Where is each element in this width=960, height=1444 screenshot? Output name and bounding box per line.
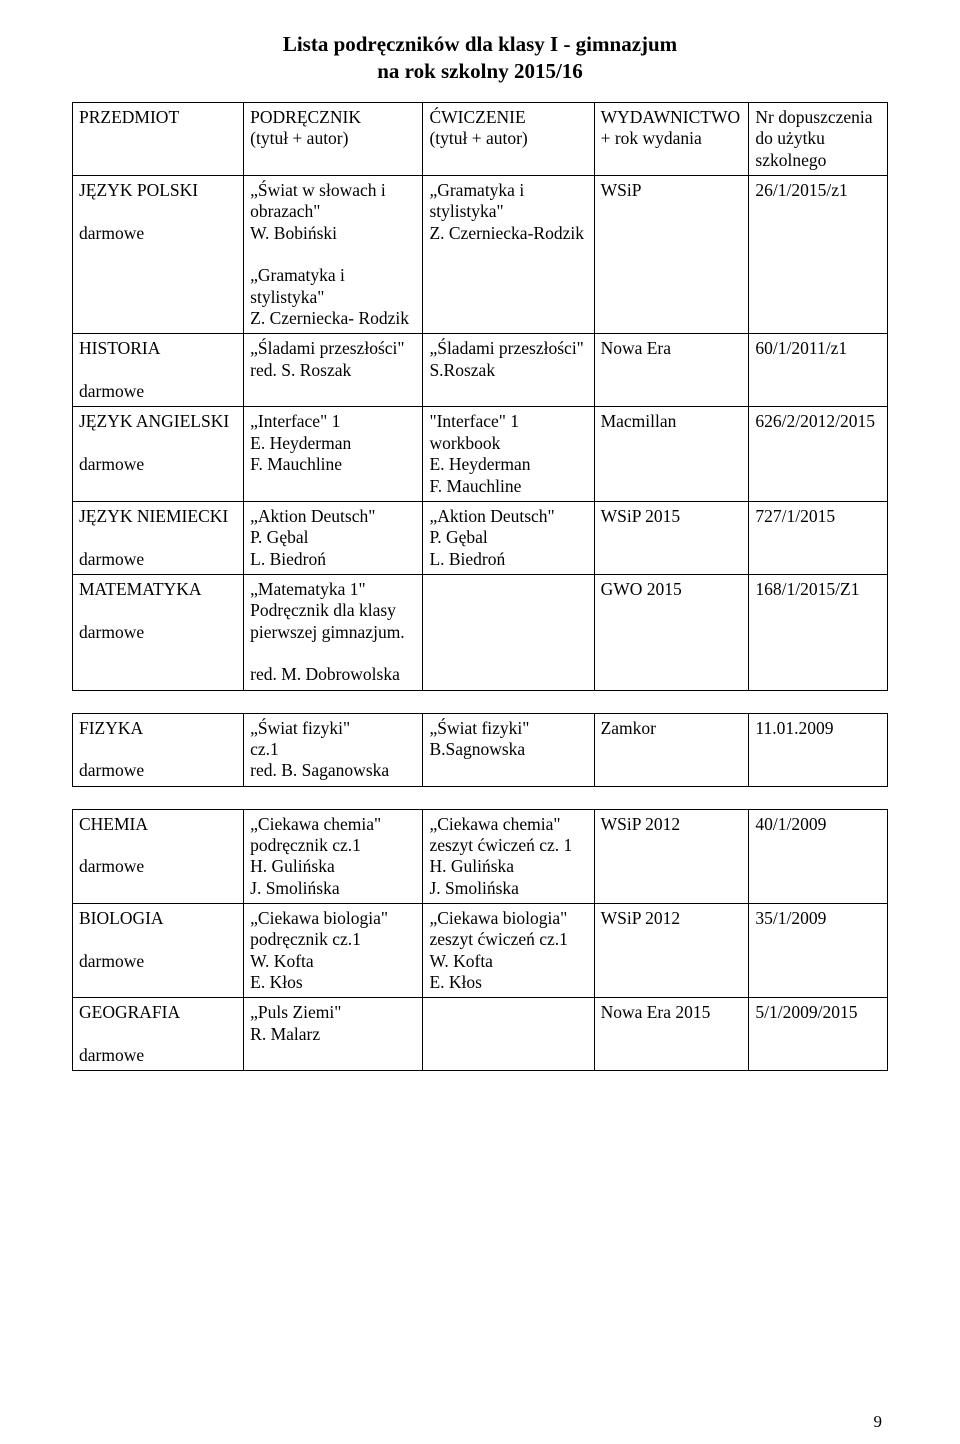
cell-approval: 168/1/2015/Z1 <box>749 574 888 690</box>
cell-approval: 11.01.2009 <box>749 713 888 786</box>
cell-approval: 26/1/2015/z1 <box>749 176 888 334</box>
table-row: JĘZYK NIEMIECKIdarmowe „Aktion Deutsch"P… <box>73 501 888 574</box>
table-row: JĘZYK POLSKIdarmowe „Świat w słowach i o… <box>73 176 888 334</box>
cell-workbook: "Interface" 1 workbookE. HeydermanF. Mau… <box>423 407 594 501</box>
cell-textbook: „Interface" 1E. HeydermanF. Mauchline <box>244 407 423 501</box>
cell-approval: 35/1/2009 <box>749 904 888 998</box>
cell-subject: GEOGRAFIAdarmowe <box>73 998 244 1071</box>
table-row: GEOGRAFIAdarmowe „Puls Ziemi"R. Malarz N… <box>73 998 888 1071</box>
table-row: HISTORIAdarmowe „Śladami przeszłości"red… <box>73 334 888 407</box>
cell-publisher: WSiP 2012 <box>594 809 749 903</box>
page-number: 9 <box>874 1412 883 1432</box>
cell-publisher: Nowa Era 2015 <box>594 998 749 1071</box>
table-row: JĘZYK ANGIELSKIdarmowe „Interface" 1E. H… <box>73 407 888 501</box>
cell-workbook: „Ciekawa chemia"zeszyt ćwiczeń cz. 1H. G… <box>423 809 594 903</box>
cell-workbook: „Ciekawa biologia"zeszyt ćwiczeń cz.1W. … <box>423 904 594 998</box>
cell-subject: HISTORIAdarmowe <box>73 334 244 407</box>
cell-approval: 40/1/2009 <box>749 809 888 903</box>
cell-publisher: WSiP 2015 <box>594 501 749 574</box>
cell-publisher: GWO 2015 <box>594 574 749 690</box>
table-row: CHEMIAdarmowe „Ciekawa chemia"podręcznik… <box>73 809 888 903</box>
textbook-table-2: FIZYKAdarmowe „Świat fizyki"cz.1red. B. … <box>72 713 888 787</box>
textbook-table-1: PRZEDMIOT PODRĘCZNIK(tytuł + autor) ĆWIC… <box>72 102 888 691</box>
cell-subject: FIZYKAdarmowe <box>73 713 244 786</box>
cell-textbook: „Aktion Deutsch"P. GębalL. Biedroń <box>244 501 423 574</box>
cell-subject: JĘZYK POLSKIdarmowe <box>73 176 244 334</box>
header-subject: PRZEDMIOT <box>73 103 244 176</box>
header-textbook: PODRĘCZNIK(tytuł + autor) <box>244 103 423 176</box>
textbook-table-3: CHEMIAdarmowe „Ciekawa chemia"podręcznik… <box>72 809 888 1072</box>
cell-textbook: „Ciekawa biologia"podręcznik cz.1W. Koft… <box>244 904 423 998</box>
cell-textbook: „Świat w słowach i obrazach"W. Bobiński„… <box>244 176 423 334</box>
document-title: Lista podręczników dla klasy I - gimnazj… <box>72 32 888 57</box>
cell-publisher: WSiP <box>594 176 749 334</box>
cell-subject: JĘZYK ANGIELSKIdarmowe <box>73 407 244 501</box>
header-publisher: WYDAWNICTWO+ rok wydania <box>594 103 749 176</box>
header-workbook: ĆWICZENIE(tytuł + autor) <box>423 103 594 176</box>
cell-subject: CHEMIAdarmowe <box>73 809 244 903</box>
cell-textbook: „Puls Ziemi"R. Malarz <box>244 998 423 1071</box>
cell-subject: JĘZYK NIEMIECKIdarmowe <box>73 501 244 574</box>
cell-workbook <box>423 574 594 690</box>
cell-textbook: „Ciekawa chemia"podręcznik cz.1H. Gulińs… <box>244 809 423 903</box>
cell-workbook: „Śladami przeszłości"S.Roszak <box>423 334 594 407</box>
cell-workbook: „Gramatyka i stylistyka"Z. Czerniecka-Ro… <box>423 176 594 334</box>
cell-approval: 626/2/2012/2015 <box>749 407 888 501</box>
cell-publisher: WSiP 2012 <box>594 904 749 998</box>
cell-textbook: „Śladami przeszłości"red. S. Roszak <box>244 334 423 407</box>
cell-subject: MATEMATYKAdarmowe <box>73 574 244 690</box>
cell-approval: 60/1/2011/z1 <box>749 334 888 407</box>
table-header-row: PRZEDMIOT PODRĘCZNIK(tytuł + autor) ĆWIC… <box>73 103 888 176</box>
cell-publisher: Zamkor <box>594 713 749 786</box>
document-subtitle: na rok szkolny 2015/16 <box>72 59 888 84</box>
table-row: BIOLOGIAdarmowe „Ciekawa biologia"podręc… <box>73 904 888 998</box>
cell-workbook: „Aktion Deutsch"P. GębalL. Biedroń <box>423 501 594 574</box>
cell-workbook: „Świat fizyki"B.Sagnowska <box>423 713 594 786</box>
cell-workbook <box>423 998 594 1071</box>
cell-textbook: „Matematyka 1"Podręcznik dla klasy pierw… <box>244 574 423 690</box>
cell-subject: BIOLOGIAdarmowe <box>73 904 244 998</box>
table-row: FIZYKAdarmowe „Świat fizyki"cz.1red. B. … <box>73 713 888 786</box>
cell-approval: 727/1/2015 <box>749 501 888 574</box>
cell-textbook: „Świat fizyki"cz.1red. B. Saganowska <box>244 713 423 786</box>
table-row: MATEMATYKAdarmowe „Matematyka 1"Podręczn… <box>73 574 888 690</box>
header-approval: Nr dopuszczeniado użytkuszkolnego <box>749 103 888 176</box>
cell-publisher: Nowa Era <box>594 334 749 407</box>
cell-approval: 5/1/2009/2015 <box>749 998 888 1071</box>
page: Lista podręczników dla klasy I - gimnazj… <box>0 0 960 1444</box>
cell-publisher: Macmillan <box>594 407 749 501</box>
